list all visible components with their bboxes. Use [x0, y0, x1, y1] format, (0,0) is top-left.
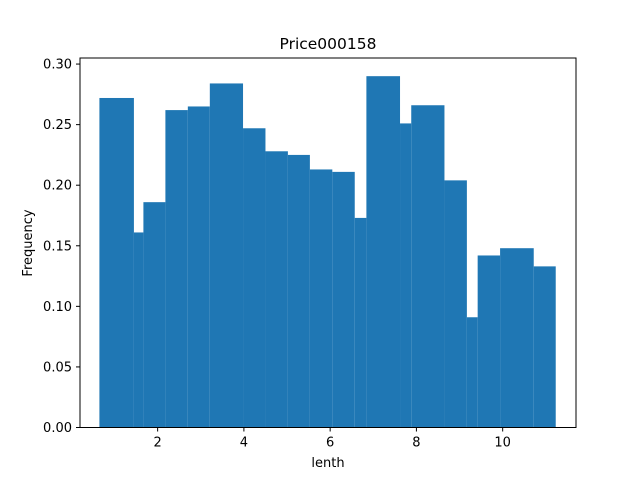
x-tick-label: 6 [326, 436, 334, 451]
histogram-bar [287, 154, 310, 428]
plot-frame [79, 57, 577, 428]
histogram-bar [309, 169, 333, 428]
x-axis-ticks: 2 4 6 8 10 [153, 427, 511, 451]
histogram-bar [533, 266, 556, 428]
y-tick-label: 0.30 [43, 58, 72, 73]
y-tick-label: 0.15 [43, 239, 72, 254]
histogram-bar [354, 217, 367, 428]
y-tick-label: 0.25 [43, 118, 72, 133]
histogram-bar [411, 105, 445, 428]
y-axis-label: Frequency [21, 209, 36, 276]
histogram-bar [500, 248, 534, 428]
histogram-bar [165, 110, 188, 428]
y-tick-label: 0.05 [43, 360, 72, 375]
histogram-bar [400, 123, 412, 428]
histogram-bar [366, 76, 401, 428]
histogram-bar [99, 97, 134, 428]
histogram-bar [265, 151, 288, 428]
histogram-bar [477, 255, 501, 428]
y-axis-ticks: 0.00 0.05 0.10 0.15 0.20 0.25 0.30 [43, 58, 80, 436]
y-tick-label: 0.00 [43, 421, 72, 436]
histogram-bar [133, 232, 144, 428]
histogram-bar [332, 171, 355, 428]
x-axis-label: lenth [311, 456, 344, 471]
histogram-bar [243, 128, 266, 428]
x-tick-label: 4 [240, 436, 248, 451]
histogram-bar [466, 317, 478, 428]
x-tick-label: 2 [153, 436, 161, 451]
histogram-bar [143, 202, 166, 428]
histogram-bar [187, 106, 210, 428]
y-tick-label: 0.10 [43, 300, 72, 315]
y-tick-label: 0.20 [43, 179, 72, 194]
histogram-bar [444, 180, 467, 428]
histogram-bar [209, 83, 244, 428]
bars-layer [99, 76, 556, 428]
x-tick-label: 8 [412, 436, 420, 451]
x-tick-label: 10 [494, 436, 511, 451]
chart-title: Price000158 [280, 35, 377, 53]
